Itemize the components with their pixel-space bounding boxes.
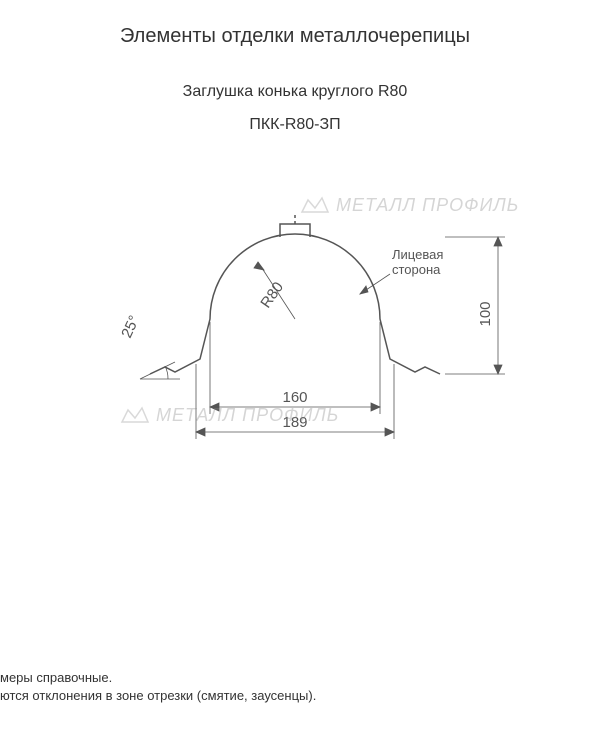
watermark-text: МЕТАЛЛ ПРОФИЛЬ [156,405,339,426]
dim-radius-label: R80 [257,279,287,311]
product-subtitle: Заглушка конька круглого R80 [0,78,590,106]
dim-angle-label: 25° [118,313,143,341]
face-side-label-line1: Лицевая [392,247,443,262]
dim-height-label: 100 [477,301,494,326]
watermark-logo-icon [120,404,150,426]
footer-notes: меры справочные. ются отклонения в зоне … [0,669,316,705]
technical-diagram: 25° R80 Лицевая сторона 100 160 189 [0,164,590,514]
watermark-text: МЕТАЛЛ ПРОФИЛЬ [336,195,519,216]
diagram-svg: 25° R80 Лицевая сторона 100 160 189 [0,164,590,514]
watermark-logo-icon [300,194,330,216]
product-code: ПКК-R80-ЗП [0,106,590,164]
watermark: МЕТАЛЛ ПРОФИЛЬ [120,404,339,426]
watermark: МЕТАЛЛ ПРОФИЛЬ [300,194,519,216]
page-title: Элементы отделки металлочерепицы [0,0,590,78]
footer-line-1: меры справочные. [0,669,316,687]
face-side-label-line2: сторона [392,262,441,277]
footer-line-2: ются отклонения в зоне отрезки (смятие, … [0,687,316,705]
